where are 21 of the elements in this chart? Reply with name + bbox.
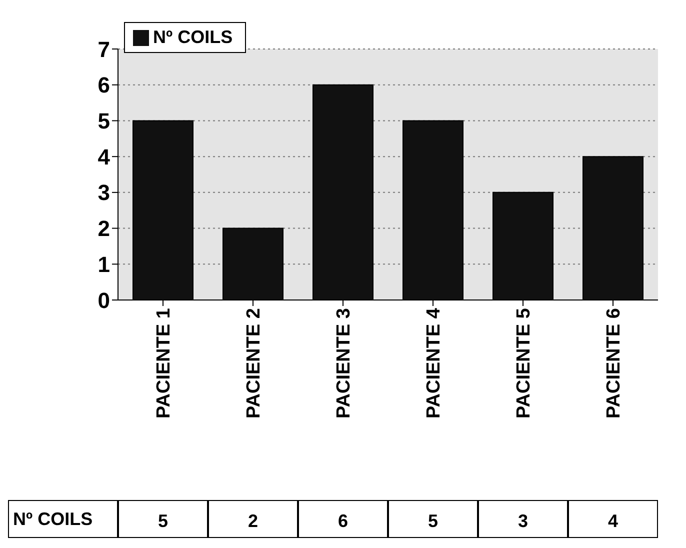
y-tick-label: 2	[98, 216, 110, 242]
legend-label: Nº COILS	[153, 27, 233, 48]
y-tick-label: 6	[98, 72, 110, 98]
y-tick-label: 7	[98, 36, 110, 62]
x-tick-label: PACIENTE 1	[153, 308, 174, 419]
y-tick-label: 4	[98, 144, 111, 170]
y-tick-label: 5	[98, 108, 110, 134]
y-tick-label: 1	[98, 252, 110, 277]
x-tick-label: PACIENTE 2	[243, 308, 264, 419]
x-tick-label: PACIENTE 5	[513, 308, 534, 419]
data-label: 6	[338, 511, 348, 531]
data-label: 5	[428, 511, 438, 531]
x-tick-label: PACIENTE 4	[423, 308, 444, 419]
data-label: 3	[518, 511, 528, 531]
data-label: 4	[608, 511, 618, 531]
data-label: 5	[158, 511, 168, 531]
y-tick-label: 0	[98, 288, 110, 313]
y-tick-label: 3	[98, 180, 110, 206]
data-label: 2	[248, 511, 258, 531]
x-tick-label: PACIENTE 6	[603, 308, 624, 419]
x-tick-label: PACIENTE 3	[333, 308, 354, 419]
